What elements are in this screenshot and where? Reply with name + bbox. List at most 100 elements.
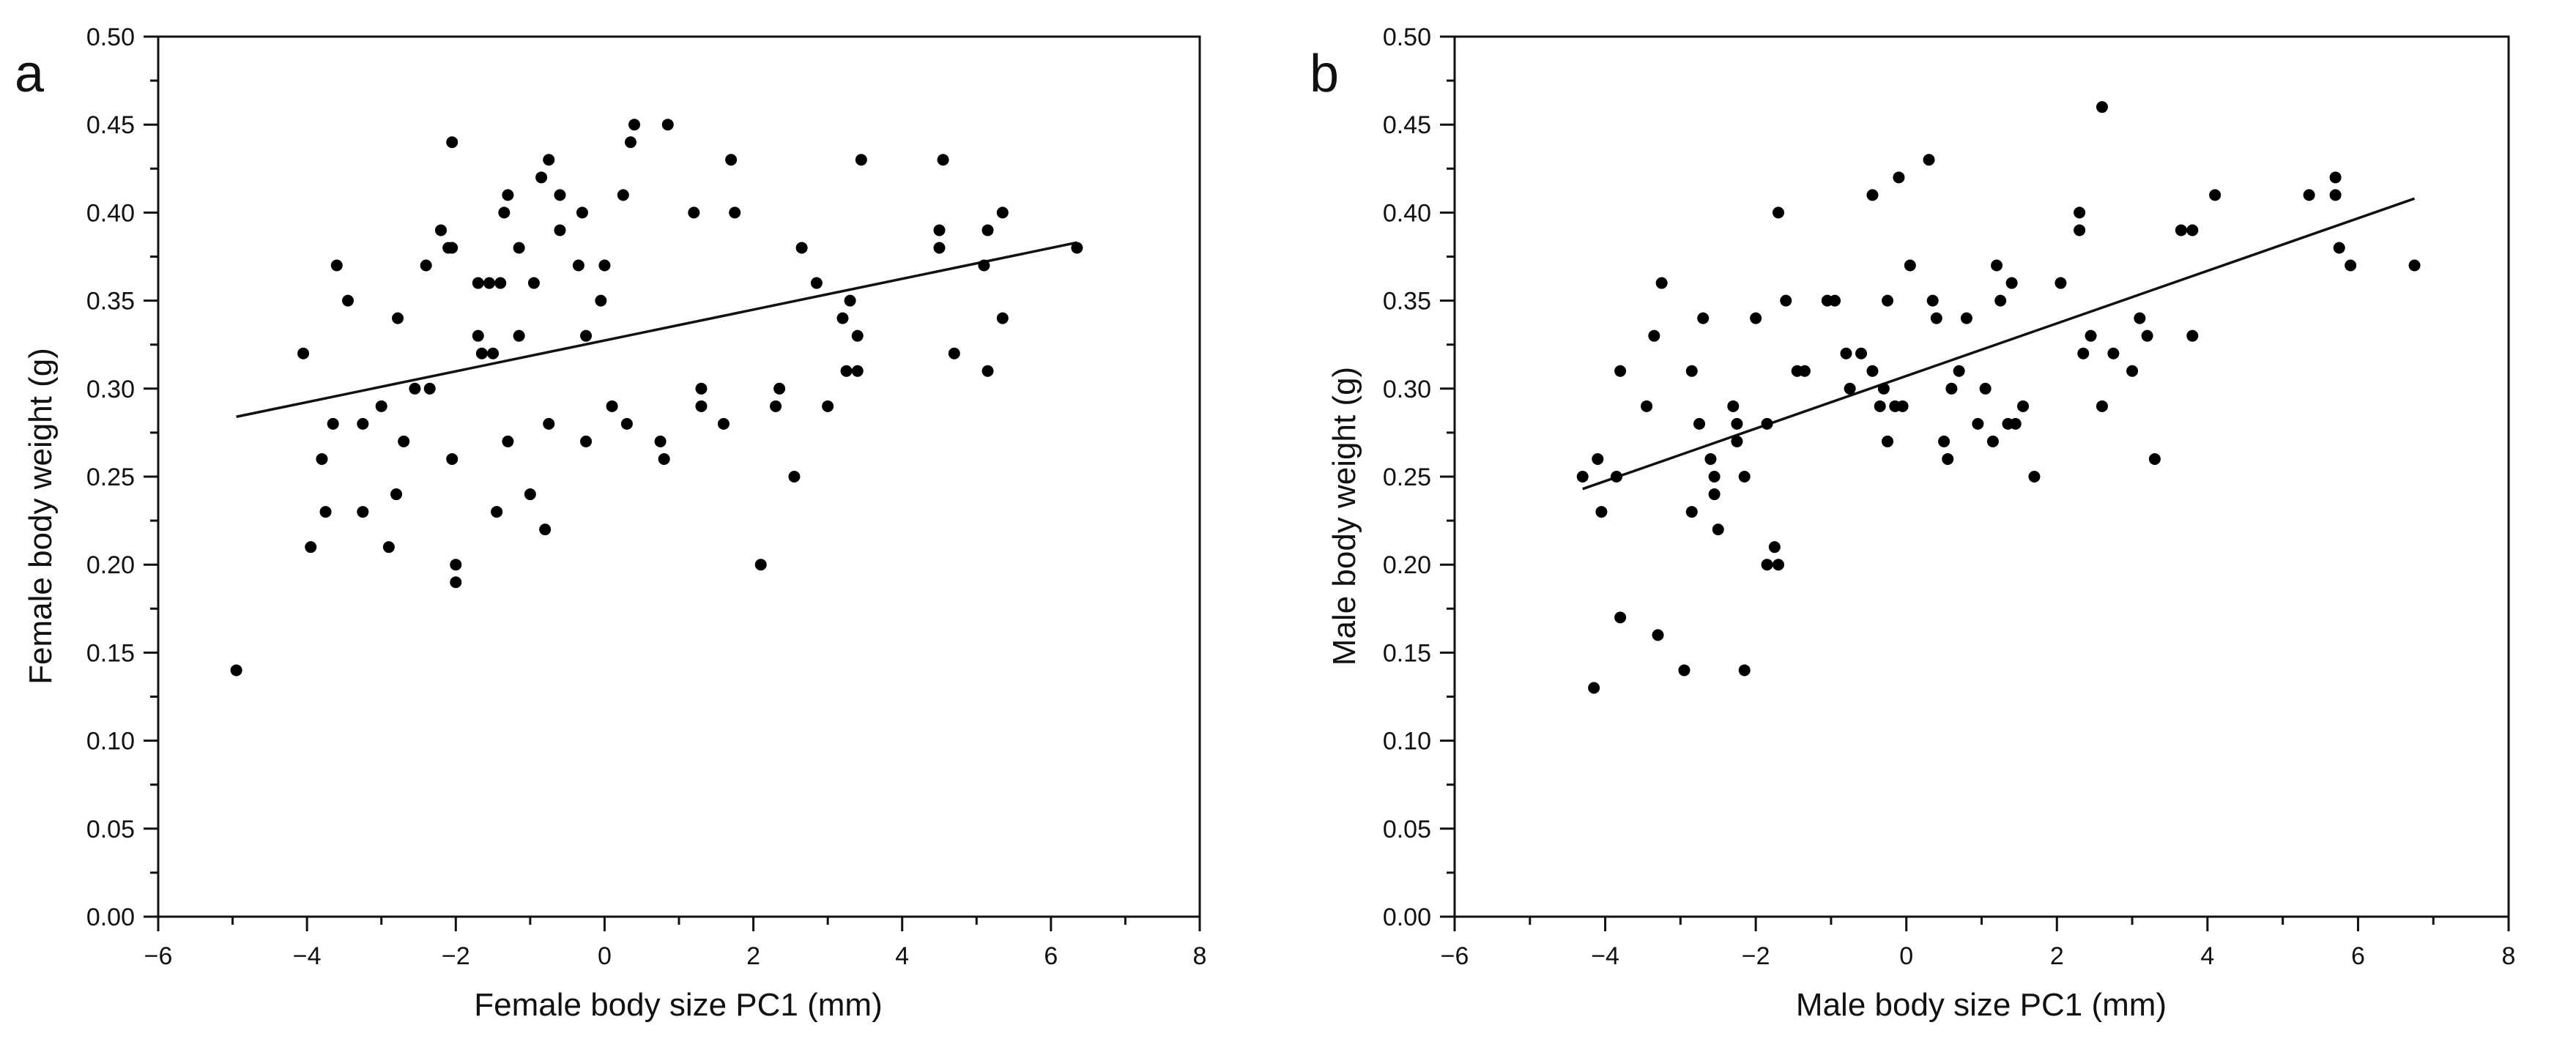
panel-a-data-point (390, 488, 403, 501)
panel-b-data-point (1926, 294, 1939, 307)
panel-a-data-point (446, 136, 459, 149)
panel-b-data-point (2186, 329, 2199, 342)
panel-b-x-tick-label: −4 (1591, 942, 1619, 970)
panel-a-data-point (319, 506, 332, 518)
panel-a-data-point (572, 259, 584, 272)
panel-b-data-point (1972, 417, 1984, 430)
panel-a-data-point (498, 206, 511, 219)
panel-a-data-point (606, 400, 618, 412)
panel-a-data-point (357, 506, 369, 518)
panel-a-data-point (851, 329, 864, 342)
panel-a-x-axis-title: Female body size PC1 (mm) (474, 987, 882, 1023)
panel-a-y-tick-label: 0.05 (86, 816, 135, 843)
panel-b-data-point (1942, 452, 1954, 465)
panel-a-data-point (695, 382, 708, 395)
panel-a-data-point (948, 347, 960, 359)
panel-b-data-point (1614, 365, 1627, 377)
panel-b-data-point (1712, 524, 1724, 536)
panel-a-x-tick-label: 8 (1193, 942, 1207, 970)
panel-b-data-point (2134, 312, 2146, 324)
panel-a-data-point (933, 242, 946, 254)
panel-a-data-point (423, 382, 436, 395)
panel-b-fit-line (1582, 197, 2416, 491)
panel-b-data-point (1882, 435, 1894, 447)
panel-a-data-point (617, 189, 629, 201)
panel-b-data-point (2345, 259, 2357, 272)
panel-a-data-point (472, 277, 484, 289)
panel-a-data-point (316, 452, 328, 465)
panel-a-data-point (330, 259, 343, 272)
panel-a-data-point (580, 435, 593, 447)
panel-b-data-point (1761, 559, 1773, 571)
panel-a-data-point (695, 400, 708, 412)
panel-a-y-tick-label: 0.25 (86, 463, 135, 491)
panel-b-data-point (1761, 417, 1773, 430)
panel-a-data-point (978, 259, 990, 272)
panel-b-data-point (2017, 400, 2030, 412)
panel-b-data-point (1697, 312, 1710, 324)
panel-a-label: a (15, 45, 45, 103)
panel-a-data-point (658, 452, 670, 465)
panel-b: b Male body size PC1 (mm) Male body weig… (1310, 23, 2515, 1023)
panel-a-data-point (770, 400, 782, 412)
panel-b-data-point (1685, 365, 1698, 377)
panel-b-data-point (1655, 277, 1668, 289)
panel-a-data-point (773, 382, 786, 395)
panel-b-data-point (1866, 189, 1879, 201)
panel-a-data-point (494, 277, 507, 289)
panel-b-data-point (1738, 471, 1751, 482)
panel-b-y-tick-label: 0.25 (1383, 463, 1431, 491)
panel-a-data-point (539, 524, 552, 536)
panel-a-data-point (535, 171, 548, 184)
panel-b-data-point (1945, 382, 1958, 395)
panel-b-label: b (1310, 45, 1339, 103)
panel-b-y-tick-label: 0.00 (1383, 903, 1431, 931)
panel-b-data-point (2055, 277, 2067, 289)
panel-a-y-tick-label: 0.30 (86, 376, 135, 403)
panel-a-data-point (543, 154, 555, 166)
panel-b-x-tick-label: −2 (1742, 942, 1770, 970)
panel-b-data-point (1678, 664, 1690, 677)
panel-a-data-point (937, 154, 949, 166)
panel-b-data-point (1904, 259, 1916, 272)
panel-b-y-tick-label: 0.40 (1383, 199, 1431, 227)
panel-a-x-tick-label: 6 (1044, 942, 1058, 970)
panel-b-data-point (2085, 329, 2097, 342)
panel-a-data-point (855, 154, 867, 166)
panel-a-data-point (595, 294, 607, 307)
panel-a-y-tick-label: 0.20 (86, 551, 135, 579)
panel-a-data-point (981, 365, 994, 377)
panel-b-data-point (1592, 452, 1604, 465)
panel-a-data-point (844, 294, 856, 307)
panel-a-data-point (628, 119, 641, 131)
panel-b-data-point (2028, 471, 2041, 482)
panel-b-data-point (1896, 400, 1909, 412)
panel-a-data-point (382, 541, 395, 554)
panel-a-y-tick-label: 0.15 (86, 639, 135, 667)
panel-a-y-tick-label: 0.45 (86, 111, 135, 139)
panel-b-data-point (1930, 312, 1942, 324)
panel-b-data-point (1738, 664, 1751, 677)
panel-b-data-point (1829, 294, 1841, 307)
panel-a-data-point (527, 277, 540, 289)
panel-a-data-point (996, 206, 1009, 219)
panel-a-data-point (836, 312, 849, 324)
panel-b-y-tick-label: 0.20 (1383, 551, 1431, 579)
panel-a-data-point (450, 576, 462, 589)
panel-a-data-point (230, 664, 242, 677)
panel-a-data-point (450, 559, 462, 571)
panel-a-data-point (472, 329, 484, 342)
panel-a-y-tick-label: 0.10 (86, 728, 135, 756)
panel-b-data-point (1641, 400, 1653, 412)
panel-b-data-point (1772, 559, 1784, 571)
panel-b-data-point (1938, 435, 1950, 447)
panel-b-y-tick-label: 0.10 (1383, 728, 1431, 756)
panel-a-data-point (513, 242, 525, 254)
panel-b-data-point (1708, 488, 1721, 501)
panel-b-data-point (1595, 506, 1608, 518)
panel-b-data-point (1877, 382, 1890, 395)
panel-a-data-point (513, 329, 525, 342)
panel-b-data-point (2186, 224, 2199, 236)
panel-b-data-point (2303, 189, 2315, 201)
panel-b-data-point (1893, 171, 1905, 184)
